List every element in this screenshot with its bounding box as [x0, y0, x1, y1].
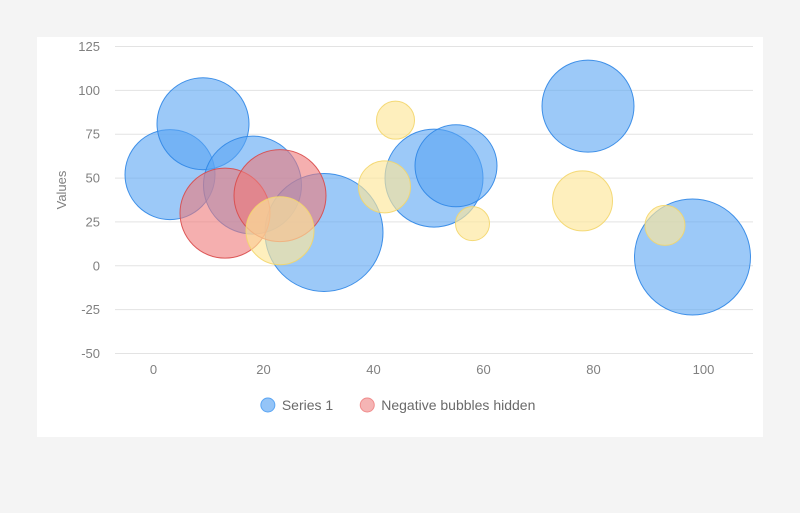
- y-tick-label: 0: [93, 258, 100, 273]
- y-tick-label: -25: [81, 302, 100, 317]
- x-axis-ticks: 0 20 40 60 80 100: [150, 362, 714, 377]
- x-tick-label: 80: [586, 362, 600, 377]
- legend-label: Negative bubbles hidden: [381, 397, 535, 413]
- y-axis-label: Values: [54, 170, 69, 209]
- legend-item[interactable]: Series 1: [260, 397, 334, 413]
- bubble[interactable]: [455, 206, 490, 242]
- y-tick-label: -50: [81, 346, 100, 361]
- bubble[interactable]: [552, 170, 613, 232]
- bubble[interactable]: [358, 160, 411, 214]
- x-tick-label: 40: [366, 362, 380, 377]
- x-tick-label: 100: [693, 362, 715, 377]
- x-tick-label: 60: [476, 362, 490, 377]
- chart-card: -50 -25 0 25 50 75 100 125 0 20 40 60 80 100 Values …: [37, 37, 763, 437]
- bubble[interactable]: [541, 59, 635, 153]
- legend: Series 1 Negative bubbles hidden: [260, 397, 535, 413]
- legend-marker: [260, 397, 276, 413]
- y-tick-label: 50: [86, 171, 100, 186]
- y-tick-label: 75: [86, 127, 100, 142]
- legend-marker: [359, 397, 375, 413]
- bubble[interactable]: [376, 100, 415, 140]
- y-axis-ticks: -50 -25 0 25 50 75 100 125: [78, 39, 100, 361]
- x-tick-label: 0: [150, 362, 157, 377]
- bubble[interactable]: [644, 204, 686, 246]
- y-tick-label: 125: [78, 39, 100, 54]
- legend-label: Series 1: [282, 397, 334, 413]
- bubbles: [124, 59, 751, 316]
- x-tick-label: 20: [256, 362, 270, 377]
- y-tick-label: 100: [78, 83, 100, 98]
- bubble[interactable]: [414, 124, 498, 208]
- y-tick-label: 25: [86, 214, 100, 229]
- bubble[interactable]: [245, 196, 315, 266]
- legend-item[interactable]: Negative bubbles hidden: [359, 397, 535, 413]
